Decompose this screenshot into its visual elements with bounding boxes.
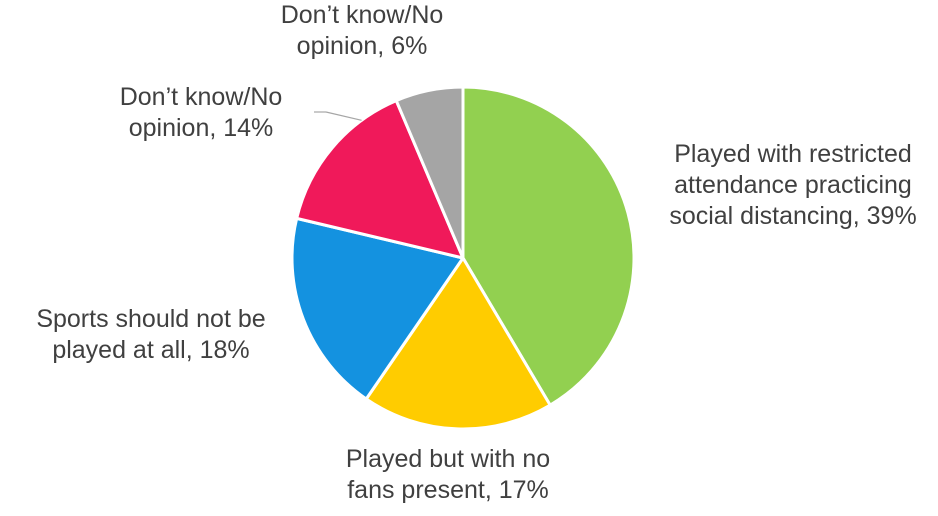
data-label-line: attendance practicing [674,171,912,199]
data-label-line: played at all, 18% [52,336,249,364]
data-label-1: Played with restricted attendance practic… [669,140,916,230]
data-label-line: fans present, 17% [347,476,549,504]
data-label-line: Played but with no [346,445,550,473]
pie-slice-4 [295,99,465,260]
data-label-line: social distancing, 39% [669,202,916,230]
data-label-line: Played with restricted [674,140,912,168]
pie-slice-5 [394,85,465,260]
data-label-3: Sports should not be played at all, 18% [36,305,265,364]
data-label-line: Don’t know/No [281,1,444,29]
pie-slice-3 [290,216,465,401]
data-label-line: Don’t know/No [120,83,283,111]
data-label-line: Sports should not be [36,305,265,333]
data-label-line: opinion, 14% [129,114,274,142]
data-label-4: Don’t know/No opinion, 14% [120,83,283,142]
leader-line-segment [325,111,362,121]
data-labels: Played with restricted attendance practic… [36,1,916,504]
pie-slice-2 [364,256,552,431]
pie-slices [290,85,636,431]
data-label-line: opinion, 6% [297,32,428,60]
data-label-2: Played but with no fans present, 17% [346,445,550,504]
pie-slice-1 [461,85,636,407]
data-label-5: Don’t know/No opinion, 6% [281,1,444,60]
